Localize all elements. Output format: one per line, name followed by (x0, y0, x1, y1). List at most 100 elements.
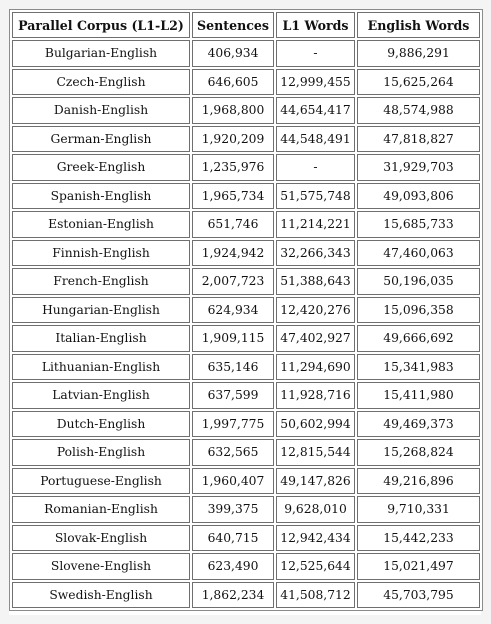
cell-english-words: 45,703,795 (357, 581, 480, 608)
table-row: Slovene-English 623,490 12,525,644 15,021,4… (12, 553, 480, 580)
cell-corpus: Hungarian-English (12, 296, 190, 323)
table-row: Danish-English 1,968,800 44,654,417 48,574,… (12, 97, 480, 124)
cell-english-words: 15,411,980 (357, 382, 480, 409)
cell-sentences: 640,715 (192, 524, 274, 551)
table-row: German-English 1,920,209 44,548,491 47,818,… (12, 125, 480, 152)
cell-sentences: 1,862,234 (192, 581, 274, 608)
cell-english-words: 47,460,063 (357, 239, 480, 266)
cell-sentences: 2,007,723 (192, 268, 274, 295)
cell-english-words: 15,625,264 (357, 68, 480, 95)
cell-sentences: 1,997,775 (192, 410, 274, 437)
cell-corpus: Estonian-English (12, 211, 190, 238)
table-container: Parallel Corpus (L1-L2) Sentences L1 Wor… (9, 9, 483, 615)
cell-l1-words: - (276, 154, 355, 181)
cell-english-words: 15,096,358 (357, 296, 480, 323)
cell-english-words: 15,442,233 (357, 524, 480, 551)
cell-corpus: Latvian-English (12, 382, 190, 409)
cell-sentences: 1,909,115 (192, 325, 274, 352)
table-row: Lithuanian-English 635,146 11,294,690 15,34… (12, 353, 480, 380)
cell-l1-words: 49,147,826 (276, 467, 355, 494)
cell-corpus: Greek-English (12, 154, 190, 181)
cell-l1-words: 12,420,276 (276, 296, 355, 323)
cell-english-words: 49,469,373 (357, 410, 480, 437)
header-row: Parallel Corpus (L1-L2) Sentences L1 Wor… (12, 12, 480, 38)
table-row: Finnish-English 1,924,942 32,266,343 47,460… (12, 239, 480, 266)
cell-l1-words: 12,999,455 (276, 68, 355, 95)
cell-english-words: 15,268,824 (357, 439, 480, 466)
header-corpus: Parallel Corpus (L1-L2) (12, 12, 190, 38)
cell-corpus: Finnish-English (12, 239, 190, 266)
cell-sentences: 632,565 (192, 439, 274, 466)
table-row: Estonian-English 651,746 11,214,221 15,685,… (12, 211, 480, 238)
table-row: Swedish-English 1,862,234 41,508,712 45,703… (12, 581, 480, 608)
table-row: Italian-English 1,909,115 47,402,927 49,666… (12, 325, 480, 352)
cell-l1-words: 12,942,434 (276, 524, 355, 551)
cell-l1-words: 12,525,644 (276, 553, 355, 580)
cell-corpus: Swedish-English (12, 581, 190, 608)
cell-sentences: 635,146 (192, 353, 274, 380)
cell-l1-words: 41,508,712 (276, 581, 355, 608)
cell-l1-words: 44,654,417 (276, 97, 355, 124)
cell-l1-words: - (276, 40, 355, 67)
cell-corpus: Bulgarian-English (12, 40, 190, 67)
table-row: French-English 2,007,723 51,388,643 50,196,… (12, 268, 480, 295)
cell-sentences: 1,960,407 (192, 467, 274, 494)
cell-corpus: German-English (12, 125, 190, 152)
cell-l1-words: 12,815,544 (276, 439, 355, 466)
table-row: Portuguese-English 1,960,407 49,147,826 49,… (12, 467, 480, 494)
cell-l1-words: 11,214,221 (276, 211, 355, 238)
table-row: Bulgarian-English 406,934-9,886,291 (12, 40, 480, 67)
cell-corpus: Spanish-English (12, 182, 190, 209)
cell-corpus: Danish-English (12, 97, 190, 124)
cell-english-words: 15,021,497 (357, 553, 480, 580)
cell-english-words: 49,666,692 (357, 325, 480, 352)
cell-english-words: 49,093,806 (357, 182, 480, 209)
cell-l1-words: 47,402,927 (276, 325, 355, 352)
cell-sentences: 651,746 (192, 211, 274, 238)
table-row: Dutch-English 1,997,775 50,602,994 49,469,3… (12, 410, 480, 437)
cell-corpus: French-English (12, 268, 190, 295)
cell-english-words: 9,710,331 (357, 496, 480, 523)
cell-english-words: 31,929,703 (357, 154, 480, 181)
cell-english-words: 47,818,827 (357, 125, 480, 152)
cell-sentences: 399,375 (192, 496, 274, 523)
table-row: Greek-English 1,235,976-31,929,703 (12, 154, 480, 181)
cell-english-words: 48,574,988 (357, 97, 480, 124)
cell-l1-words: 9,628,010 (276, 496, 355, 523)
cell-sentences: 646,605 (192, 68, 274, 95)
header-english-words: English Words (357, 12, 480, 38)
table-row: Slovak-English 640,715 12,942,434 15,442,23… (12, 524, 480, 551)
cell-corpus: Slovene-English (12, 553, 190, 580)
table-row: Latvian-English 637,599 11,928,716 15,411,9… (12, 382, 480, 409)
cell-l1-words: 51,388,643 (276, 268, 355, 295)
table-row: Spanish-English 1,965,734 51,575,748 49,093… (12, 182, 480, 209)
cell-corpus: Czech-English (12, 68, 190, 95)
cell-sentences: 623,490 (192, 553, 274, 580)
cell-corpus: Lithuanian-English (12, 353, 190, 380)
cell-sentences: 637,599 (192, 382, 274, 409)
cell-sentences: 1,924,942 (192, 239, 274, 266)
cell-english-words: 15,685,733 (357, 211, 480, 238)
cell-sentences: 406,934 (192, 40, 274, 67)
cell-corpus: Italian-English (12, 325, 190, 352)
cell-corpus: Portuguese-English (12, 467, 190, 494)
parallel-corpus-table: Parallel Corpus (L1-L2) Sentences L1 Wor… (9, 9, 483, 611)
table-row: Czech-English 646,605 12,999,455 15,625,264 (12, 68, 480, 95)
cell-english-words: 49,216,896 (357, 467, 480, 494)
cell-english-words: 50,196,035 (357, 268, 480, 295)
header-sentences: Sentences (192, 12, 274, 38)
cell-l1-words: 50,602,994 (276, 410, 355, 437)
cell-sentences: 624,934 (192, 296, 274, 323)
cell-english-words: 9,886,291 (357, 40, 480, 67)
cell-corpus: Polish-English (12, 439, 190, 466)
table-row: Hungarian-English 624,934 12,420,276 15,096… (12, 296, 480, 323)
cell-l1-words: 32,266,343 (276, 239, 355, 266)
cell-sentences: 1,968,800 (192, 97, 274, 124)
cell-sentences: 1,965,734 (192, 182, 274, 209)
cell-corpus: Slovak-English (12, 524, 190, 551)
header-l1-words: L1 Words (276, 12, 355, 38)
cell-l1-words: 44,548,491 (276, 125, 355, 152)
table-row: Romanian-English 399,375 9,628,010 9,710,33… (12, 496, 480, 523)
cell-sentences: 1,920,209 (192, 125, 274, 152)
cell-english-words: 15,341,983 (357, 353, 480, 380)
